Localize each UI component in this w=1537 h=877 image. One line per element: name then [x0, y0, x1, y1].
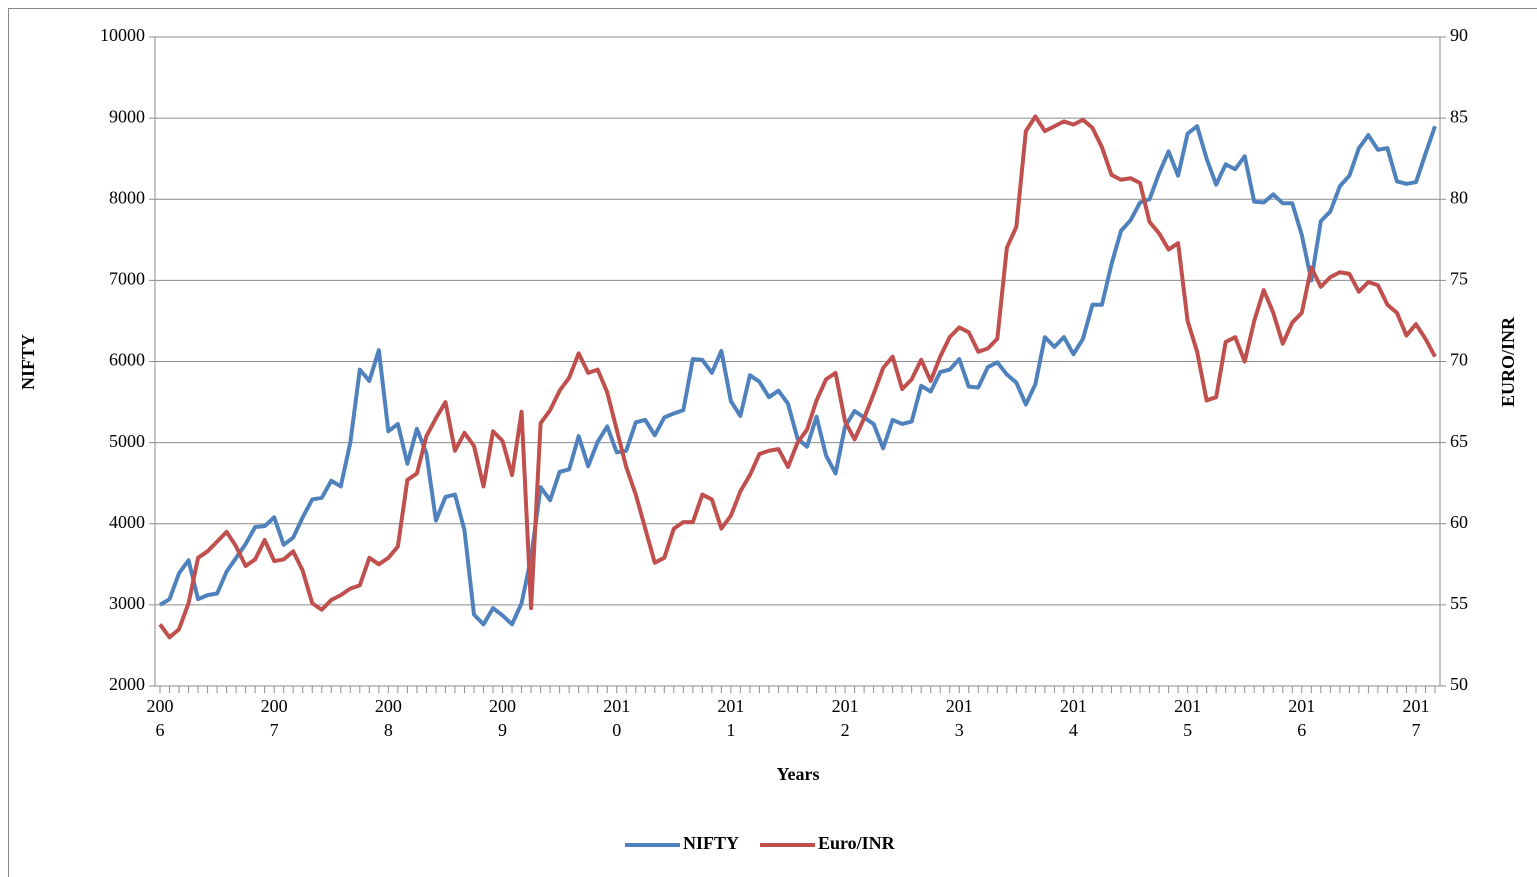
x-tick-label: 201 5 [1174, 696, 1201, 740]
y-tick-label: 7000 [109, 269, 145, 289]
x-tick-label: 201 0 [603, 696, 630, 740]
y-tick-label: 9000 [109, 106, 145, 126]
y2-tick-label: 75 [1450, 269, 1468, 289]
x-tick-label: 201 1 [717, 696, 744, 740]
y-tick-label: 5000 [109, 431, 145, 451]
y2-tick-label: 55 [1450, 593, 1468, 613]
y2-tick-label: 70 [1450, 350, 1468, 370]
y-tick-label: 3000 [109, 593, 145, 613]
x-tick-label: 201 3 [946, 696, 973, 740]
x-axis-title: Years [777, 764, 820, 784]
x-tick-label: 201 6 [1288, 696, 1315, 740]
y-tick-label: 2000 [109, 674, 145, 694]
legend-label: Euro/INR [818, 833, 896, 853]
x-tick-label: 200 7 [261, 696, 288, 740]
y2-axis-title: EURO/INR [1498, 316, 1518, 407]
series-line [158, 114, 1437, 640]
y2-tick-label: 60 [1450, 512, 1468, 532]
y-tick-label: 6000 [109, 350, 145, 370]
x-tick-label: 200 9 [489, 696, 516, 740]
y-tick-label: 8000 [109, 187, 145, 207]
y2-tick-label: 80 [1450, 187, 1468, 207]
y2-tick-label: 65 [1450, 431, 1468, 451]
x-tick-label: 200 6 [147, 696, 174, 740]
legend-label: NIFTY [683, 833, 739, 853]
x-tick-label: 200 8 [375, 696, 402, 740]
x-tick-label: 201 2 [832, 696, 859, 740]
series-line [158, 124, 1437, 627]
y-tick-label: 10000 [100, 25, 145, 45]
y2-tick-label: 90 [1450, 25, 1468, 45]
y-tick-label: 4000 [109, 512, 145, 532]
x-tick-label: 201 4 [1060, 696, 1087, 740]
x-tick-label: 201 7 [1402, 696, 1429, 740]
chart-border [8, 8, 1537, 877]
y2-tick-label: 50 [1450, 674, 1468, 694]
y-axis-title: NIFTY [18, 334, 38, 390]
y2-tick-label: 85 [1450, 106, 1468, 126]
